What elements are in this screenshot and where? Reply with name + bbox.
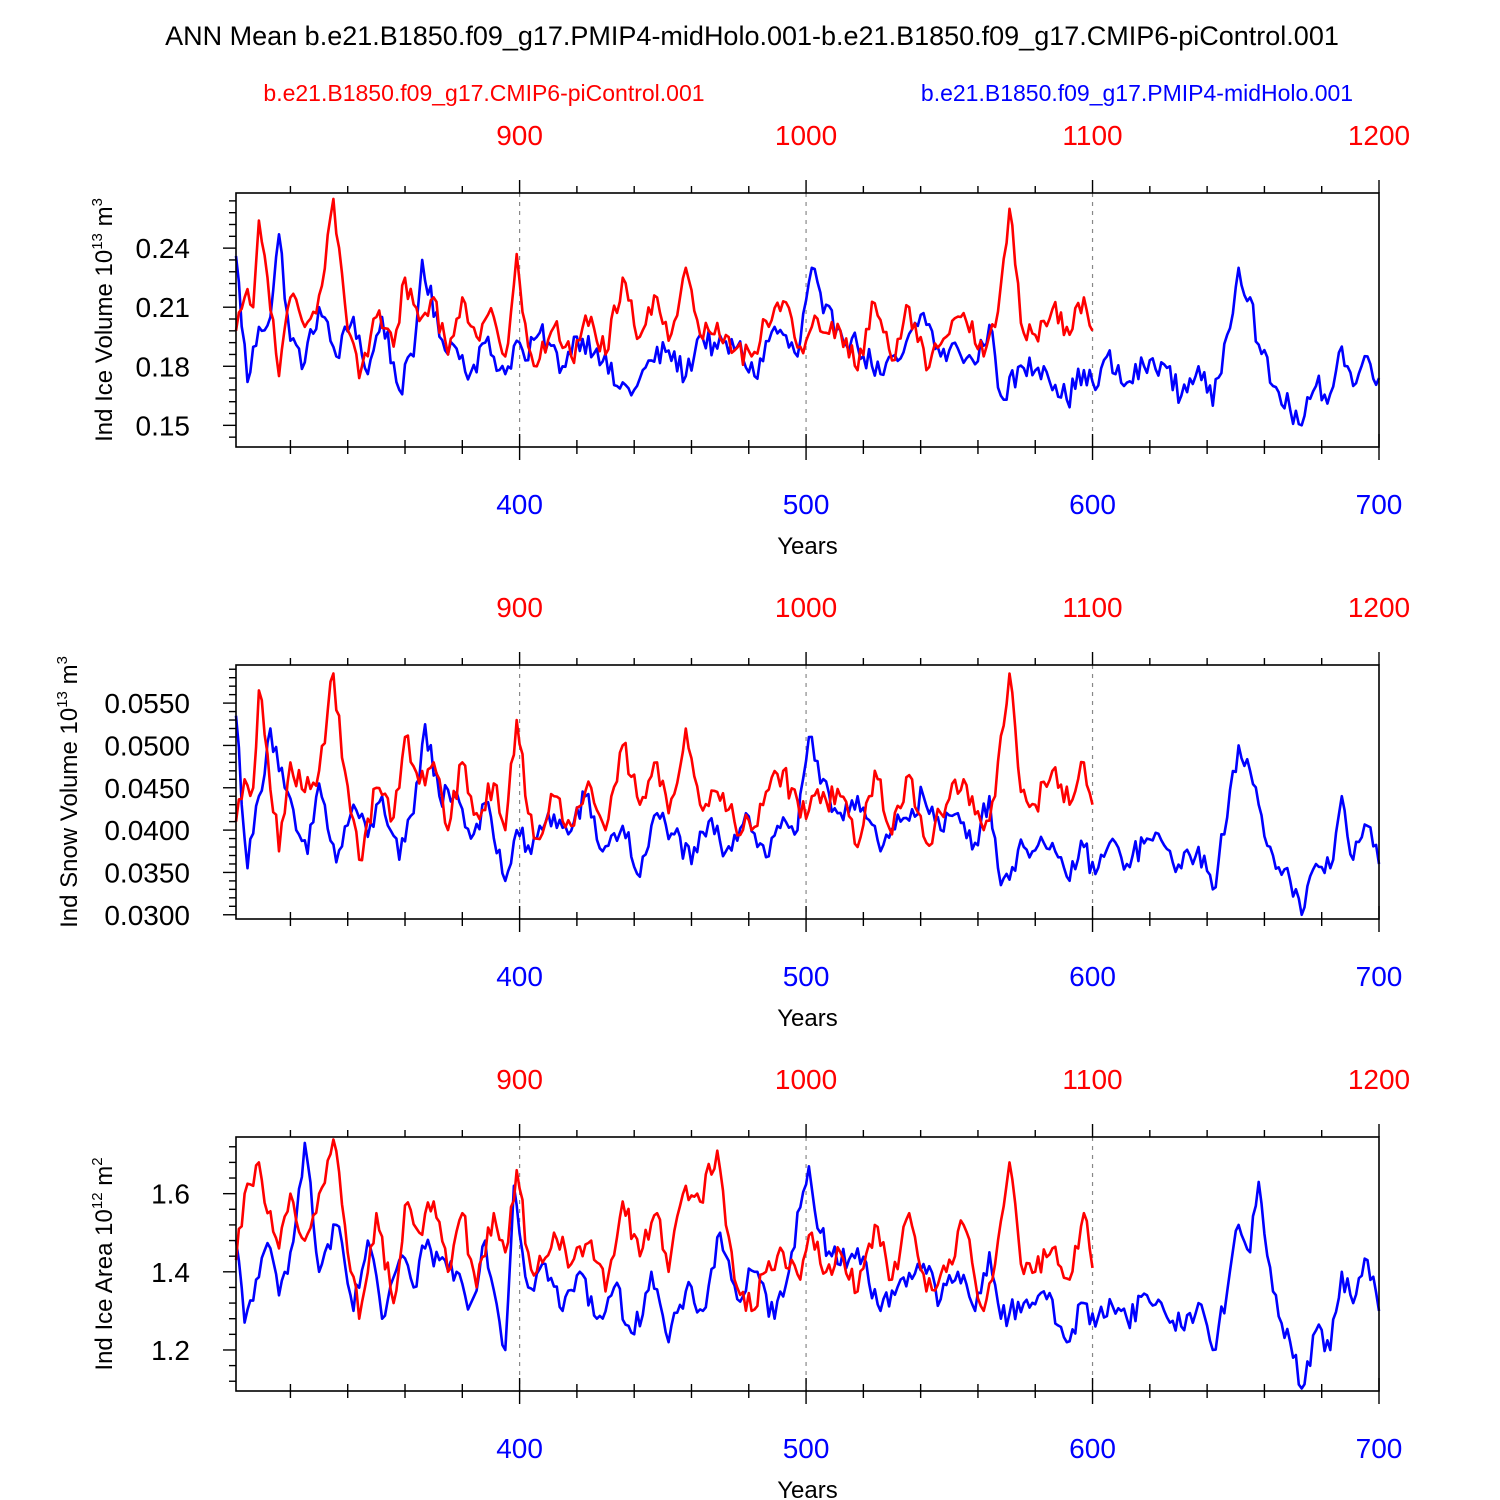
y-tick-label: 1.6 [151, 1179, 190, 1210]
x-tick-label-bottom: 500 [783, 489, 830, 520]
x-tick-label-bottom: 400 [496, 489, 543, 520]
y-tick-label: 0.0400 [104, 815, 190, 846]
x-tick-label-bottom: 500 [783, 961, 830, 992]
x-tick-label-top: 1000 [775, 1064, 837, 1095]
legend-blue-case: b.e21.B1850.f09_g17.PMIP4-midHolo.001 [921, 80, 1353, 106]
x-axis-label: Years [777, 533, 838, 560]
y-tick-label: 0.0500 [104, 730, 190, 761]
x-tick-label-bottom: 500 [783, 1433, 830, 1464]
plot-frame [235, 1136, 1380, 1392]
series-line-midholo [234, 715, 1381, 917]
y-tick-label: 0.0350 [104, 857, 190, 888]
x-tick-label-bottom: 400 [496, 961, 543, 992]
series-line-picontrol [234, 1138, 1094, 1320]
y-tick-label: 0.21 [136, 292, 191, 323]
x-tick-label-bottom: 400 [496, 1433, 543, 1464]
x-tick-label-top: 1200 [1348, 120, 1410, 151]
series-line-picontrol [234, 672, 1094, 862]
y-tick-label: 0.0550 [104, 688, 190, 719]
x-tick-label-top: 1100 [1062, 1064, 1122, 1095]
x-tick-label-bottom: 700 [1356, 961, 1403, 992]
x-tick-label-top: 1200 [1348, 592, 1410, 623]
plot-frame [235, 664, 1380, 920]
series-line-picontrol [234, 197, 1094, 380]
x-tick-label-top: 1100 [1062, 120, 1122, 151]
panel-1: 400 500 600 700 900 1000 1100 1200 Years 0.15 0.18… [89, 120, 1410, 560]
x-tick-label-top: 1000 [775, 592, 837, 623]
series-line-midholo [234, 1141, 1381, 1390]
panels-group: 400 500 600 700 900 1000 1100 1200 Years 0.15 0.18… [54, 120, 1410, 1500]
x-tick-label-top: 900 [496, 1064, 543, 1095]
x-tick-label-top: 1100 [1062, 592, 1122, 623]
legend-red-case: b.e21.B1850.f09_g17.CMIP6-piControl.001 [263, 80, 704, 106]
x-tick-label-top: 900 [496, 592, 543, 623]
y-tick-label: 0.15 [136, 410, 191, 441]
y-tick-label: 0.0300 [104, 900, 190, 931]
y-tick-label: 0.0450 [104, 773, 190, 804]
x-tick-label-bottom: 600 [1069, 489, 1116, 520]
y-tick-label: 0.18 [136, 351, 191, 382]
x-tick-label-top: 900 [496, 120, 543, 151]
y-tick-label: 0.24 [136, 233, 191, 264]
x-tick-label-bottom: 700 [1356, 1433, 1403, 1464]
x-tick-label-top: 1200 [1348, 1064, 1410, 1095]
y-axis-label: Ind Snow Volume 1013 m3 [54, 656, 83, 928]
x-axis-label: Years [777, 1005, 838, 1032]
panel-2: 400 500 600 700 900 1000 1100 1200 Years 0.0300 0.… [54, 592, 1410, 1032]
x-tick-label-top: 1000 [775, 120, 837, 151]
series-line-midholo [234, 233, 1381, 427]
y-axis-label: Ind Ice Volume 1013 m3 [89, 198, 118, 442]
plot-frame [235, 192, 1380, 448]
x-axis-label: Years [777, 1477, 838, 1500]
y-tick-label: 1.4 [151, 1257, 190, 1288]
x-tick-label-bottom: 700 [1356, 489, 1403, 520]
y-axis-label: Ind Ice Area 1012 m2 [89, 1157, 118, 1370]
x-tick-label-bottom: 600 [1069, 1433, 1116, 1464]
y-tick-label: 1.2 [151, 1335, 190, 1366]
figure-title: ANN Mean b.e21.B1850.f09_g17.PMIP4-midHo… [165, 21, 1339, 51]
panel-3: 400 500 600 700 900 1000 1100 1200 Years 1.2 1.4 1.… [89, 1064, 1410, 1500]
x-tick-label-bottom: 600 [1069, 961, 1116, 992]
